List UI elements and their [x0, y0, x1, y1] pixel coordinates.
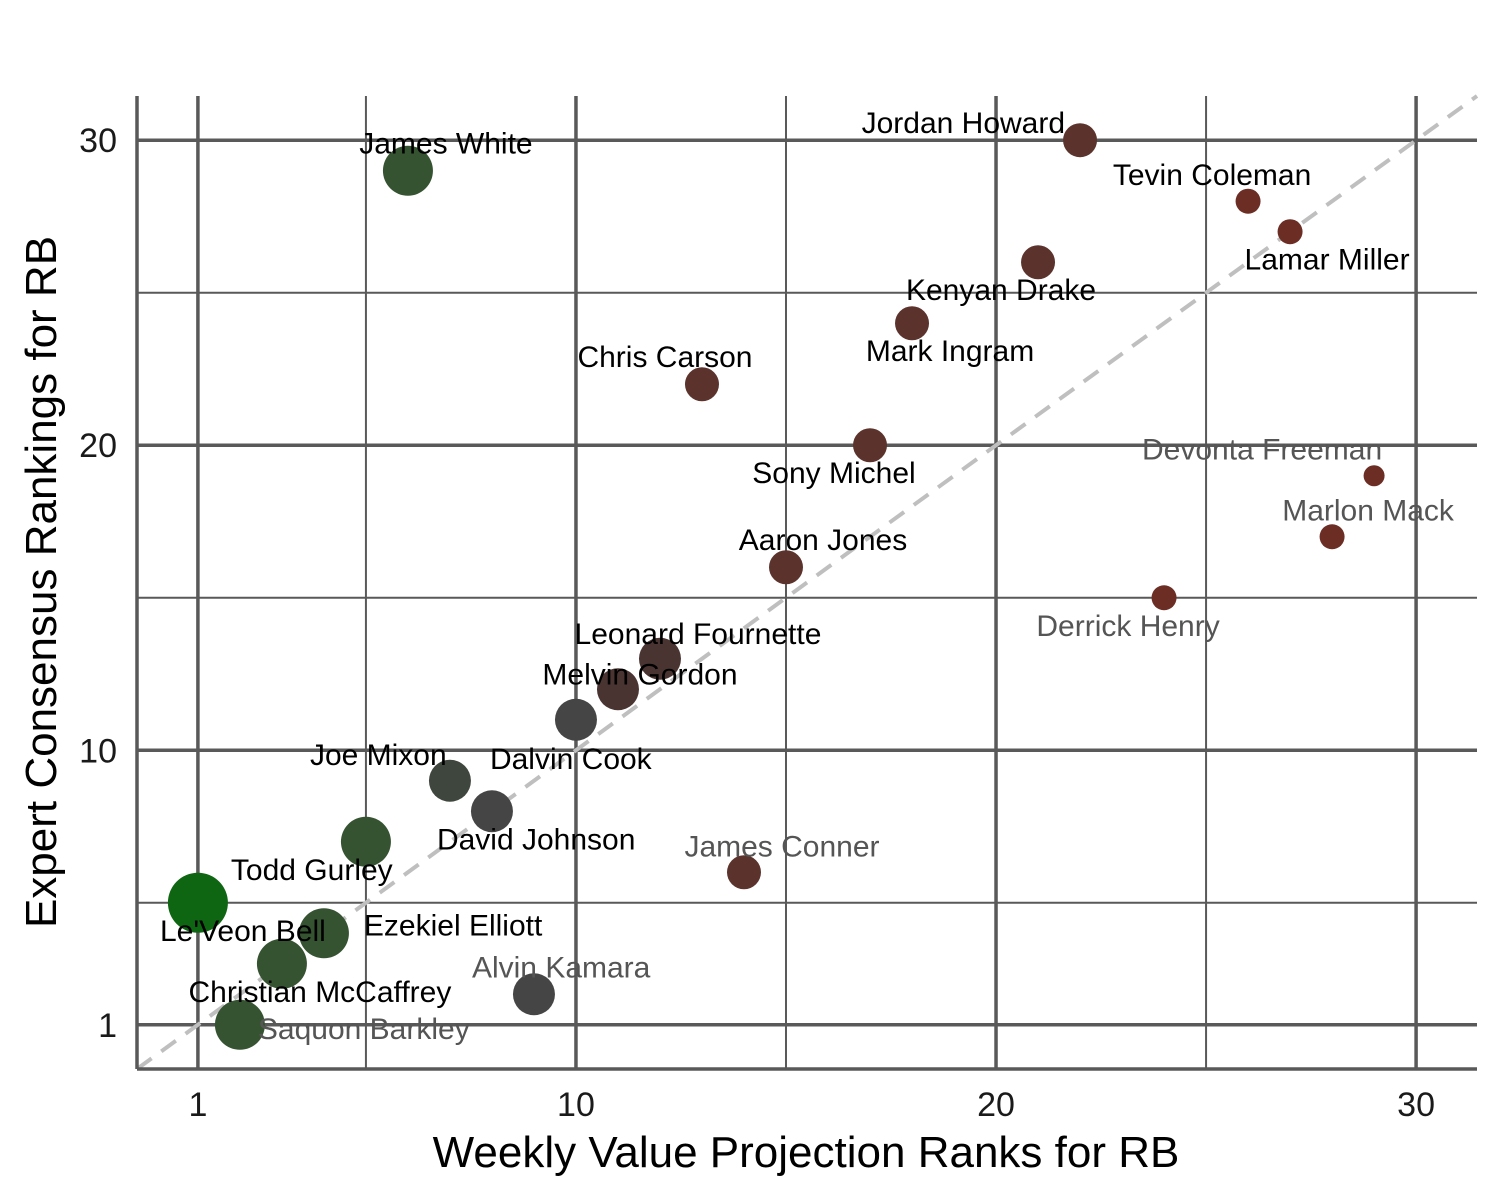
point-label-james-conner: James Conner: [684, 830, 879, 863]
point-todd-gurley: [340, 816, 391, 867]
point-joe-mixon: [428, 759, 471, 802]
y-tick-label: 20: [79, 427, 117, 465]
point-leonard-fournette: [638, 637, 681, 680]
point-james-conner: [726, 855, 761, 890]
point-tevin-coleman: [1235, 188, 1261, 214]
point-label-ezekiel-elliott: Ezekiel Elliott: [364, 909, 543, 942]
point-label-alvin-kamara: Alvin Kamara: [472, 951, 651, 984]
point-david-johnson: [470, 790, 513, 833]
point-le-veon-bell: [167, 872, 228, 933]
point-label-mark-ingram: Mark Ingram: [866, 335, 1034, 368]
point-label-sony-michel: Sony Michel: [752, 457, 915, 490]
x-tick-label: 30: [1397, 1086, 1435, 1124]
point-label-lamar-miller: Lamar Miller: [1245, 244, 1410, 277]
point-label-le-veon-bell: Le'Veon Bell: [160, 915, 326, 948]
point-label-dalvin-cook: Dalvin Cook: [490, 743, 653, 776]
point-label-devonta-freeman: Devonta Freeman: [1142, 434, 1382, 467]
point-label-chris-carson: Chris Carson: [577, 341, 752, 374]
data-points: [167, 123, 1385, 1050]
point-dalvin-cook: [554, 698, 597, 741]
point-alvin-kamara: [512, 973, 555, 1016]
x-axis-title: Weekly Value Projection Ranks for RB: [433, 1128, 1180, 1177]
point-aaron-jones: [768, 550, 803, 585]
point-labels: Saquon Barkley Christian McCaffrey Le'Veon…: [160, 107, 1455, 1046]
point-label-todd-gurley: Todd Gurley: [231, 854, 393, 887]
point-saquon-barkley: [214, 999, 265, 1050]
point-marlon-mack: [1319, 524, 1345, 550]
point-label-joe-mixon: Joe Mixon: [310, 739, 447, 772]
point-label-david-johnson: David Johnson: [437, 823, 635, 856]
point-ezekiel-elliott: [298, 908, 349, 959]
point-chris-carson: [684, 367, 719, 402]
point-lamar-miller: [1277, 219, 1303, 245]
axes: 1 10 20 30 1 10 20 30: [79, 96, 1477, 1124]
reference-line-group: [135, 94, 1479, 1071]
point-label-kenyan-drake: Kenyan Drake: [906, 274, 1096, 307]
point-label-aaron-jones: Aaron Jones: [739, 524, 907, 557]
x-tick-label: 20: [977, 1086, 1015, 1124]
y-tick-label: 1: [98, 1007, 117, 1045]
point-james-white: [382, 145, 433, 196]
reference-line: [135, 94, 1479, 1071]
y-axis-title: Expert Consensus Rankings for RB: [17, 236, 66, 928]
point-sony-michel: [853, 428, 888, 463]
y-tick-label: 30: [79, 122, 117, 160]
point-mark-ingram: [895, 306, 930, 341]
point-label-tevin-coleman: Tevin Coleman: [1113, 159, 1311, 192]
point-label-marlon-mack: Marlon Mack: [1282, 495, 1455, 528]
point-devonta-freeman: [1363, 465, 1385, 487]
point-label-derrick-henry: Derrick Henry: [1036, 610, 1219, 643]
point-christian-mccaffrey: [256, 938, 307, 989]
point-label-jordan-howard: Jordan Howard: [862, 107, 1065, 140]
point-label-christian-mccaffrey: Christian McCaffrey: [188, 976, 451, 1009]
x-tick-label: 1: [188, 1086, 207, 1124]
point-melvin-gordon: [596, 668, 639, 711]
x-tick-label: 10: [557, 1086, 595, 1124]
point-label-melvin-gordon: Melvin Gordon: [542, 658, 737, 691]
point-derrick-henry: [1151, 585, 1177, 611]
y-tick-label: 10: [79, 732, 117, 770]
grid: [137, 96, 1477, 1069]
point-label-james-white: James White: [359, 128, 532, 161]
point-kenyan-drake: [1021, 245, 1056, 280]
point-label-saquon-barkley: Saquon Barkley: [258, 1013, 470, 1046]
point-label-leonard-fournette: Leonard Fournette: [575, 618, 822, 651]
point-jordan-howard: [1063, 123, 1098, 158]
